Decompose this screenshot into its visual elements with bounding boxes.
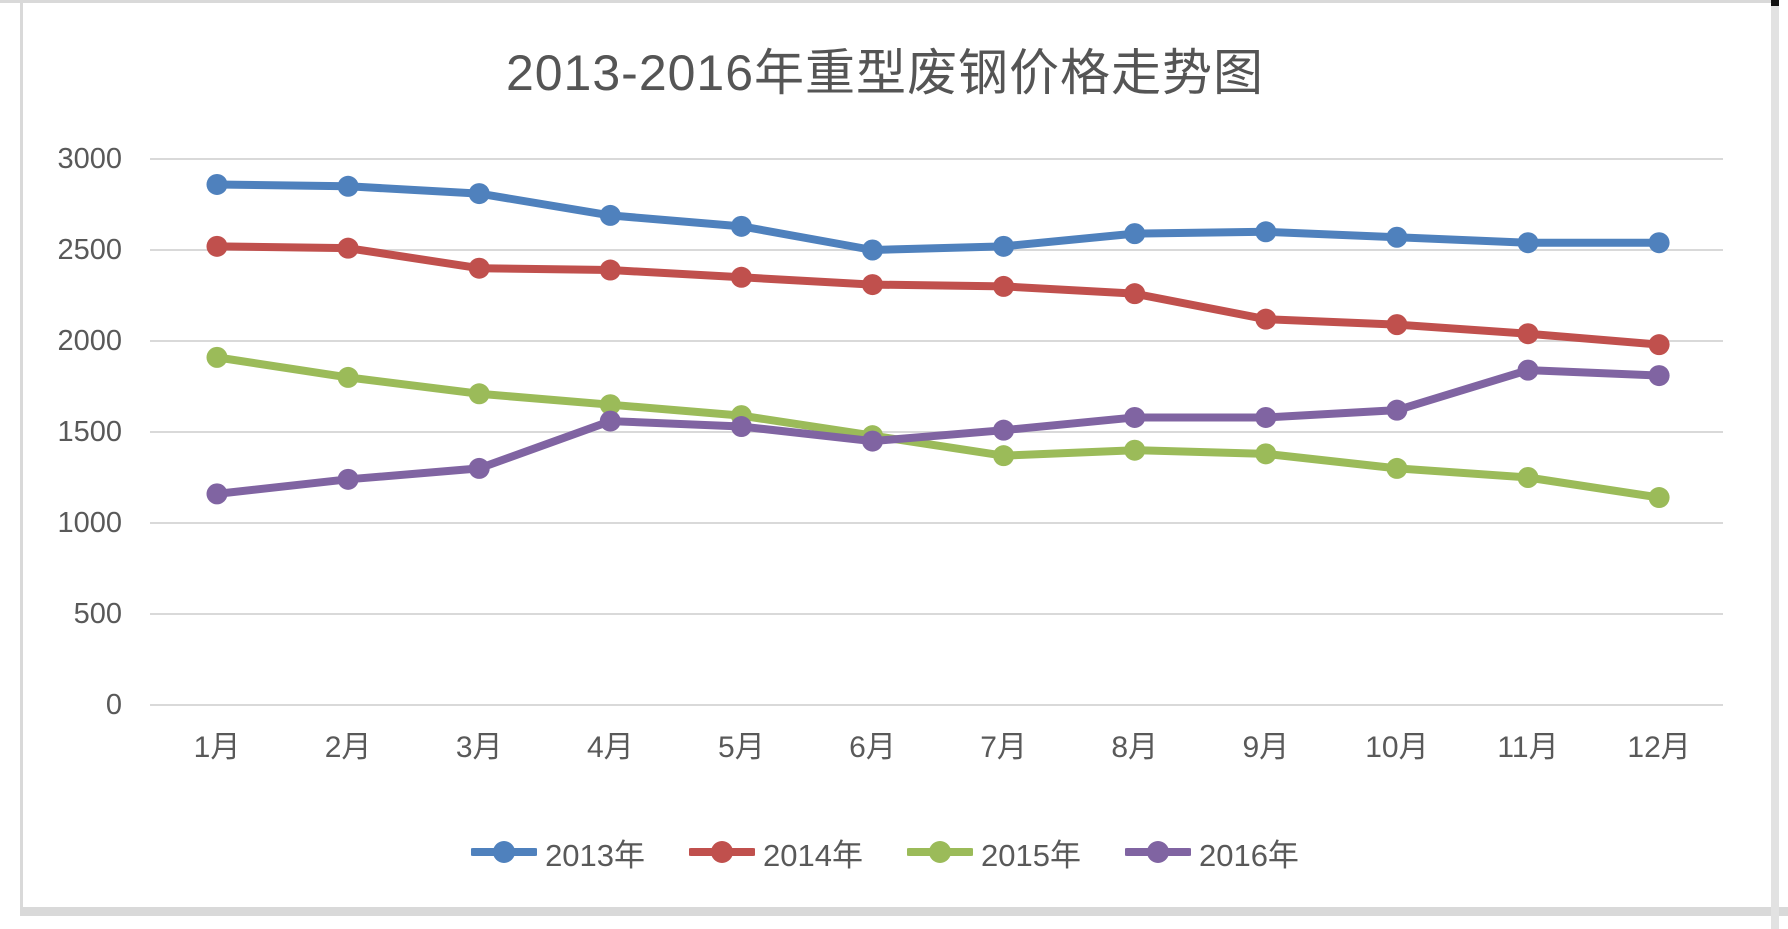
legend-marker-icon [471,841,538,863]
x-axis-label: 2月 [324,731,372,764]
data-point-2016年 [1255,406,1277,428]
data-point-2015年 [468,383,490,405]
data-point-2013年 [1386,226,1408,248]
data-point-2015年 [1255,443,1277,465]
data-point-2013年 [206,173,228,195]
x-axis-label: 9月 [1242,731,1290,764]
legend-marker-icon [689,841,756,863]
data-point-2016年 [337,468,359,490]
legend-item-2014年: 2014年 [689,830,863,875]
legend-item-2013年: 2013年 [471,830,645,875]
data-point-2013年 [730,215,752,237]
legend-label: 2014年 [763,837,863,873]
data-point-2013年 [1255,221,1277,243]
data-point-2014年 [1386,314,1408,336]
y-axis-tick-label: 1500 [57,416,122,448]
y-axis-tick-label: 2500 [57,234,122,266]
series-line-2014年 [213,242,1664,349]
legend-item-2015年: 2015年 [907,830,1081,875]
data-point-2015年 [337,366,359,388]
x-axis-label: 3月 [455,731,503,764]
data-point-2014年 [1517,323,1539,345]
x-axis-label: 12月 [1627,731,1691,764]
data-point-2016年 [1386,399,1408,421]
window-border-right [1771,3,1779,929]
legend-marker-icon [1124,841,1191,863]
x-axis-label: 6月 [849,731,896,764]
x-axis-label: 8月 [1111,731,1159,764]
data-point-2015年 [599,394,621,416]
data-point-2016年 [1517,359,1539,381]
data-point-2015年 [1124,439,1146,461]
chart-title: 2013-2016年重型废钢价格走势图 [505,45,1265,101]
x-axis-label: 5月 [718,731,765,764]
y-axis-tick-label: 3000 [57,143,122,175]
data-point-2014年 [337,237,359,259]
data-point-2013年 [1124,223,1146,245]
x-axis-label: 4月 [586,731,634,764]
data-point-2016年 [468,457,490,479]
data-point-2013年 [993,235,1015,257]
data-point-2013年 [1517,232,1539,254]
y-axis-tick-label: 1000 [57,507,122,539]
data-point-2015年 [1517,467,1539,488]
x-axis-label: 11月 [1497,731,1559,764]
legend-item-2016年: 2016年 [1124,830,1299,875]
data-point-2014年 [993,275,1015,297]
data-point-2016年 [206,483,228,505]
chart-legend: 2013年 2014年 2015年 2016年 [0,826,1770,878]
series-line-2016年 [213,366,1664,498]
legend-label: 2013年 [545,837,646,873]
legend-label: 2016年 [1198,837,1299,873]
y-axis-tick-label: 2000 [57,325,122,357]
data-point-2015年 [206,346,228,368]
data-point-2014年 [599,259,621,281]
data-point-2015年 [993,445,1015,467]
x-axis-label: 10月 [1365,731,1429,764]
data-point-2014年 [1124,283,1146,305]
legend-label: 2015年 [981,837,1081,873]
window-corner-mark [1771,0,1779,6]
data-point-2013年 [468,183,490,205]
window-border-left [20,2,23,915]
series-line-2015年 [213,353,1664,502]
data-point-2016年 [1124,406,1146,428]
data-point-2014年 [730,266,752,288]
data-point-2016年 [862,430,883,452]
y-axis-tick-label: 0 [105,689,122,721]
data-point-2016年 [1648,365,1670,387]
data-point-2014年 [1648,334,1670,356]
y-axis-tick-label: 500 [73,598,122,630]
data-point-2014年 [862,274,883,296]
data-point-2014年 [1255,308,1277,330]
data-point-2015年 [1648,487,1670,509]
data-point-2014年 [468,257,490,279]
data-point-2016年 [993,419,1015,441]
data-point-2016年 [599,410,621,432]
x-axis-label: 7月 [980,731,1027,764]
data-point-2015年 [1386,457,1408,479]
window-border-top [0,0,1779,3]
series-line-2013年 [213,180,1664,254]
data-point-2016年 [730,416,752,438]
x-axis-label: 1月 [193,731,241,764]
data-point-2014年 [206,235,228,257]
data-point-2013年 [337,175,359,197]
data-point-2013年 [862,239,883,261]
window-border-bottom [20,907,1788,916]
data-point-2013年 [1648,232,1670,254]
data-point-2013年 [599,204,621,226]
legend-marker-icon [907,841,973,863]
